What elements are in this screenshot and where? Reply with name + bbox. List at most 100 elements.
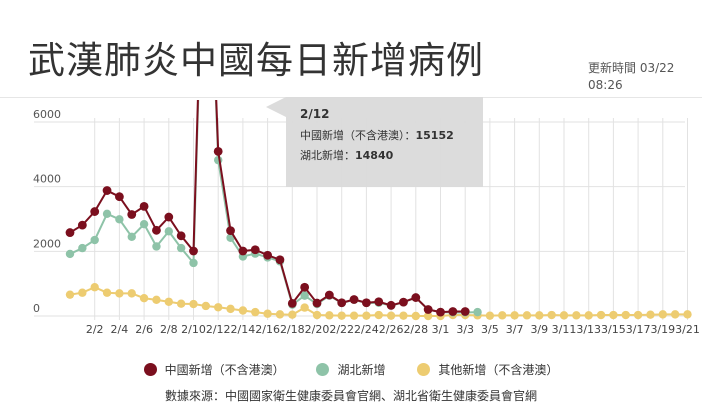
data-point-hubei — [152, 242, 161, 251]
data-point-other — [164, 297, 173, 306]
x-tick-label: 3/1 — [432, 323, 450, 336]
data-point-other — [535, 311, 544, 320]
legend-item-other[interactable]: 其他新增（不含港澳） — [417, 361, 558, 378]
x-tick-label: 2/22 — [329, 323, 354, 336]
x-tick-label: 2/28 — [403, 323, 428, 336]
legend-swatch-china — [143, 363, 157, 376]
data-point-hubei — [164, 227, 173, 236]
chart-legend: 中國新增（不含港澳） 湖北新增 其他新增（不含港澳） — [0, 361, 702, 378]
x-tick-label: 2/16 — [255, 323, 280, 336]
data-point-other — [572, 311, 581, 320]
data-point-other — [362, 311, 371, 320]
data-point-china — [312, 298, 322, 308]
data-point-china — [287, 298, 297, 308]
data-point-hubei — [127, 232, 136, 241]
data-point-hubei — [139, 219, 149, 229]
update-time: 更新時間 03/22 08:26 — [588, 60, 698, 94]
data-point-other — [485, 311, 495, 320]
tooltip-hubei-label: 湖北新增： — [300, 149, 355, 162]
series-other — [65, 283, 692, 321]
legend-swatch-hubei — [316, 363, 330, 376]
x-tick-label: 2/4 — [111, 323, 129, 336]
x-tick-label: 2/8 — [160, 323, 178, 336]
data-point-other — [584, 311, 593, 320]
data-point-other — [152, 295, 161, 305]
data-point-other — [411, 311, 420, 321]
data-point-other — [522, 311, 532, 320]
data-point-other — [646, 310, 655, 319]
x-tick-label: 2/24 — [354, 323, 379, 336]
data-point-other — [559, 311, 569, 320]
data-point-hubei — [102, 209, 112, 219]
data-point-china — [226, 226, 235, 236]
data-point-china — [324, 290, 334, 300]
data-point-china — [362, 298, 371, 308]
data-point-other — [65, 290, 75, 299]
data-point-china — [139, 201, 149, 211]
data-point-other — [288, 310, 297, 319]
data-point-other — [312, 310, 322, 320]
legend-item-china[interactable]: 中國新增（不含港澳） — [143, 361, 285, 378]
data-point-hubei — [473, 307, 482, 317]
data-point-other — [498, 311, 507, 320]
data-point-other — [139, 294, 149, 303]
data-point-china — [448, 307, 458, 316]
data-point-other — [386, 311, 396, 320]
data-point-china — [164, 212, 174, 222]
tooltip-china-value: 15152 — [415, 129, 454, 142]
x-tick-label: 3/5 — [481, 323, 499, 336]
x-tick-label: 2/18 — [280, 323, 305, 336]
legend-label-hubei: 湖北新增 — [337, 363, 386, 377]
x-tick-label: 3/15 — [601, 323, 626, 336]
data-point-other — [201, 301, 211, 311]
data-point-china — [263, 250, 272, 260]
x-tick-label: 3/9 — [530, 323, 548, 336]
x-tick-label: 3/11 — [552, 323, 577, 336]
data-point-china — [115, 192, 124, 202]
data-point-china — [213, 147, 223, 156]
series-china — [65, 100, 470, 317]
data-point-other — [423, 311, 433, 321]
data-point-other — [337, 311, 346, 320]
data-point-other — [596, 310, 606, 320]
data-point-other — [102, 288, 112, 297]
data-point-china — [374, 297, 384, 307]
data-point-other — [670, 310, 680, 319]
data-point-china — [152, 225, 161, 235]
data-point-other — [127, 289, 136, 298]
data-point-hubei — [300, 291, 309, 300]
x-tick-label: 3/17 — [626, 323, 651, 336]
x-tick-label: 2/2 — [86, 323, 104, 336]
x-tick-label: 2/12 — [206, 323, 231, 336]
x-tick-label: 3/3 — [456, 323, 474, 336]
data-point-other — [374, 310, 383, 320]
legend-item-hubei[interactable]: 湖北新增 — [316, 361, 386, 378]
chart-title: 武漢肺炎中國每日新增病例 — [28, 39, 484, 82]
tooltip-date: 2/12 — [300, 107, 330, 121]
data-point-hubei — [176, 243, 186, 253]
data-point-hubei — [115, 215, 124, 224]
tooltip-row-hubei: 湖北新增：14840 — [300, 147, 393, 163]
data-point-other — [300, 303, 309, 312]
x-tick-label: 2/20 — [305, 323, 330, 336]
legend-label-china: 中國新增（不含港澳） — [164, 363, 285, 377]
data-point-china — [300, 282, 310, 292]
x-tick-label: 2/14 — [231, 323, 256, 336]
x-tick-label: 3/21 — [675, 323, 700, 336]
data-point-china — [77, 220, 87, 230]
data-point-other — [238, 306, 248, 315]
data-point-other — [621, 310, 630, 320]
data-point-china — [65, 228, 75, 237]
data-tooltip: 2/12 中國新增（不含港澳）：15152 湖北新增：14840 — [266, 97, 483, 187]
data-point-hubei — [90, 235, 99, 245]
data-point-china — [386, 300, 396, 310]
x-tick-label: 3/13 — [576, 323, 601, 336]
data-point-other — [349, 311, 359, 320]
data-point-other — [609, 310, 618, 320]
update-time-value: 08:26 — [588, 78, 623, 92]
data-source: 數據來源：中國國家衛生健康委員會官網、湖北省衛生健康委員會官網 — [164, 389, 537, 403]
data-point-other — [78, 288, 87, 297]
data-point-china — [127, 210, 137, 219]
data-point-other — [275, 310, 285, 319]
data-point-other — [683, 310, 692, 319]
